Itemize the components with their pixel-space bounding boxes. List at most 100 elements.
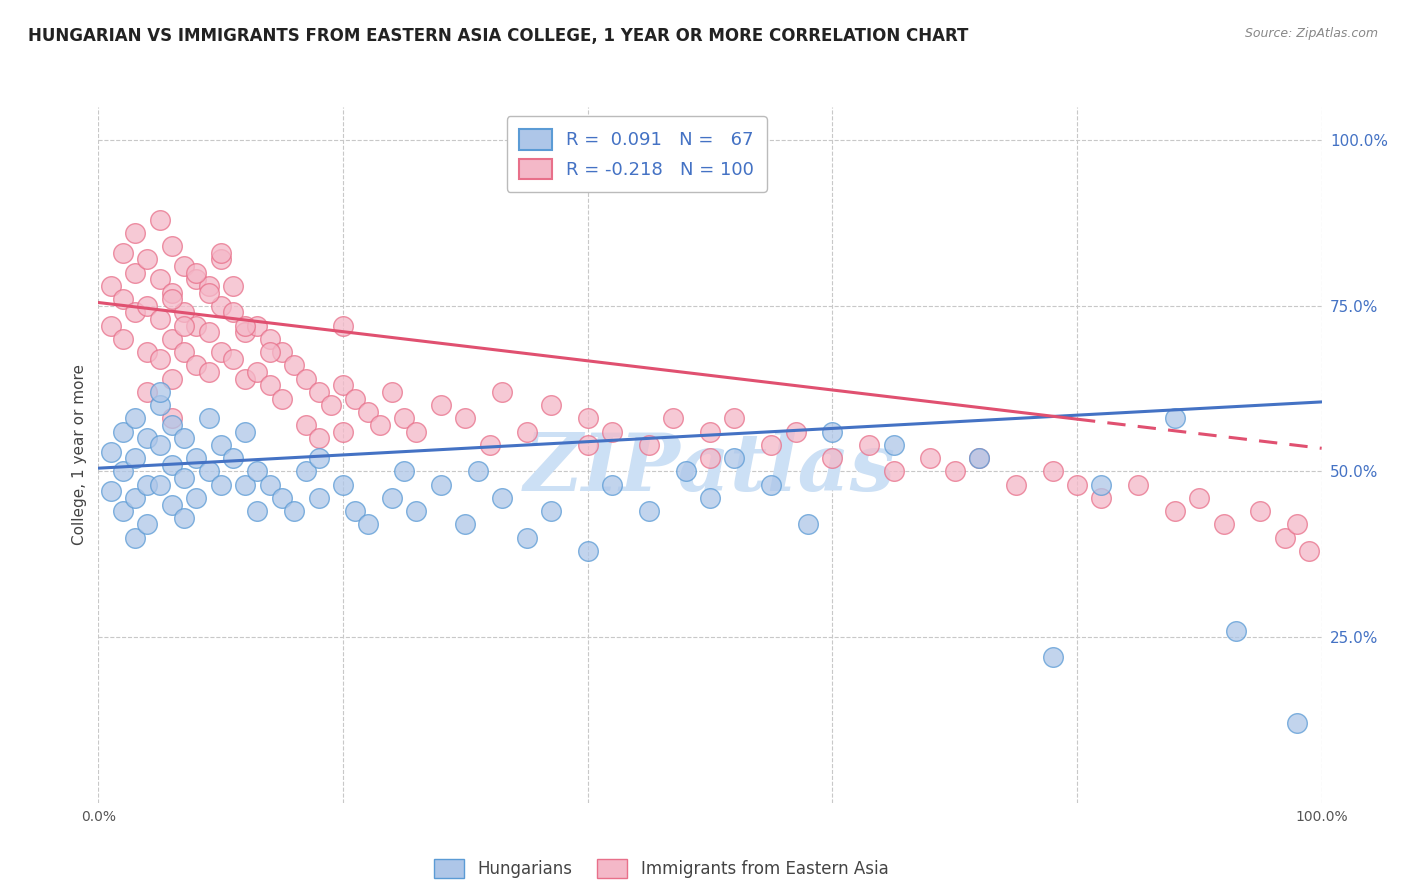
Point	[821, 451, 844, 466]
Point	[1066, 477, 1088, 491]
Point	[186, 451, 208, 466]
Point	[160, 498, 183, 512]
Point	[270, 392, 294, 406]
Point	[967, 451, 990, 466]
Point	[723, 411, 745, 425]
Point	[173, 471, 195, 485]
Point	[638, 438, 661, 452]
Point	[797, 517, 820, 532]
Point	[149, 212, 172, 227]
Point	[197, 465, 219, 479]
Point	[111, 465, 134, 479]
Point	[381, 384, 404, 399]
Point	[136, 517, 159, 532]
Point	[295, 465, 318, 479]
Point	[392, 411, 416, 425]
Point	[1286, 517, 1309, 532]
Point	[319, 398, 342, 412]
Point	[233, 318, 256, 333]
Point	[259, 332, 281, 346]
Point	[467, 465, 489, 479]
Point	[209, 345, 232, 359]
Point	[124, 411, 146, 425]
Point	[222, 351, 245, 366]
Text: Source: ZipAtlas.com: Source: ZipAtlas.com	[1244, 27, 1378, 40]
Point	[454, 411, 477, 425]
Point	[136, 345, 159, 359]
Point	[222, 279, 245, 293]
Point	[160, 239, 183, 253]
Point	[197, 279, 219, 293]
Point	[858, 438, 880, 452]
Point	[576, 544, 599, 558]
Text: ZIPatlas: ZIPatlas	[524, 430, 896, 508]
Point	[454, 517, 477, 532]
Point	[638, 504, 661, 518]
Point	[344, 504, 367, 518]
Point	[197, 285, 219, 300]
Point	[308, 491, 330, 505]
Point	[173, 431, 195, 445]
Point	[600, 425, 623, 439]
Point	[1298, 544, 1320, 558]
Point	[478, 438, 501, 452]
Point	[173, 259, 195, 273]
Point	[149, 312, 172, 326]
Point	[149, 351, 172, 366]
Point	[209, 438, 232, 452]
Point	[136, 477, 159, 491]
Legend: Hungarians, Immigrants from Eastern Asia: Hungarians, Immigrants from Eastern Asia	[427, 853, 896, 885]
Point	[699, 451, 721, 466]
Point	[405, 425, 427, 439]
Point	[576, 438, 599, 452]
Point	[173, 318, 195, 333]
Point	[491, 384, 513, 399]
Point	[675, 465, 697, 479]
Point	[283, 504, 305, 518]
Point	[197, 411, 219, 425]
Point	[197, 326, 219, 340]
Point	[246, 365, 269, 379]
Point	[1286, 716, 1309, 731]
Point	[149, 477, 172, 491]
Point	[576, 411, 599, 425]
Point	[160, 458, 183, 472]
Point	[222, 305, 245, 319]
Point	[295, 418, 318, 433]
Point	[160, 332, 183, 346]
Point	[209, 245, 232, 260]
Point	[209, 299, 232, 313]
Point	[723, 451, 745, 466]
Point	[821, 425, 844, 439]
Point	[540, 398, 562, 412]
Point	[100, 484, 122, 499]
Point	[295, 372, 318, 386]
Point	[149, 438, 172, 452]
Point	[662, 411, 685, 425]
Point	[149, 272, 172, 286]
Point	[149, 398, 172, 412]
Point	[149, 384, 172, 399]
Point	[124, 266, 146, 280]
Point	[1274, 531, 1296, 545]
Point	[160, 372, 183, 386]
Point	[308, 431, 330, 445]
Point	[160, 285, 183, 300]
Point	[259, 378, 281, 392]
Point	[332, 425, 354, 439]
Point	[246, 318, 269, 333]
Point	[883, 465, 905, 479]
Point	[356, 517, 378, 532]
Point	[515, 531, 537, 545]
Point	[197, 365, 219, 379]
Point	[381, 491, 404, 505]
Point	[1212, 517, 1234, 532]
Point	[186, 491, 208, 505]
Point	[600, 477, 623, 491]
Point	[186, 266, 208, 280]
Point	[233, 477, 256, 491]
Point	[136, 299, 159, 313]
Point	[186, 272, 208, 286]
Point	[1188, 491, 1211, 505]
Point	[100, 444, 122, 458]
